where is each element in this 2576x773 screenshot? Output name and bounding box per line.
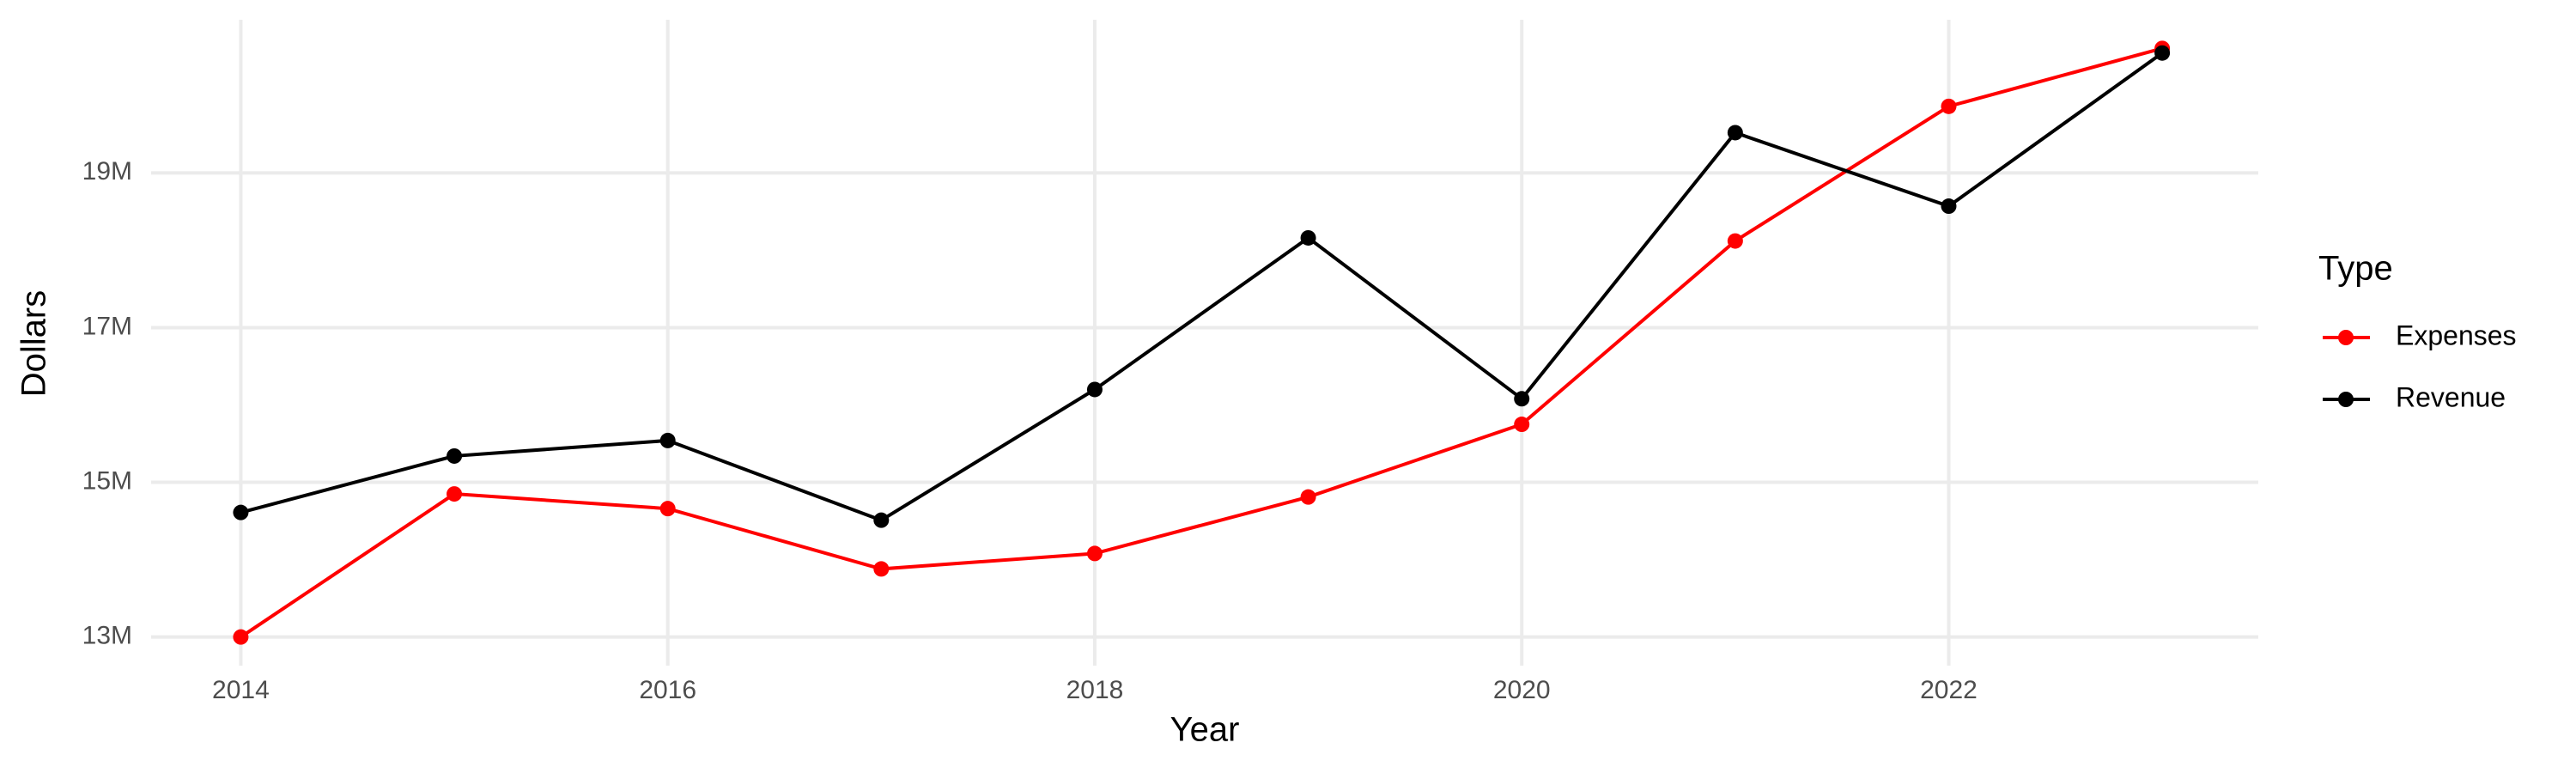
x-tick-label: 2014 [212, 676, 270, 704]
data-point [447, 447, 463, 464]
data-point [233, 504, 249, 520]
x-tick-label: 2016 [639, 676, 696, 704]
data-point [1086, 381, 1103, 398]
data-point [1727, 125, 1743, 141]
data-point [1514, 417, 1530, 433]
series-line [240, 52, 2164, 522]
grid [151, 20, 2258, 666]
legend-marker [2338, 392, 2354, 407]
data-point [2154, 45, 2171, 61]
x-tick-label: 2020 [1493, 676, 1551, 704]
data-point [873, 561, 890, 577]
legend-label: Revenue [2396, 381, 2506, 412]
legend-label: Expenses [2396, 320, 2517, 350]
legend-marker [2338, 330, 2354, 345]
y-tick-label: 13M [82, 622, 132, 650]
y-tick-label: 19M [82, 157, 132, 186]
legend-title: Type [2318, 250, 2393, 288]
data-point [1086, 545, 1103, 562]
data-point [1514, 391, 1530, 407]
data-point [1941, 198, 1957, 215]
x-tick-label: 2022 [1920, 676, 1978, 704]
y-tick-label: 17M [82, 312, 132, 340]
x-axis-title: Year [1170, 711, 1240, 749]
series-line [240, 46, 2163, 639]
y-tick-label: 15M [82, 466, 132, 495]
data-point [659, 432, 676, 448]
data-point [1300, 229, 1316, 246]
data-point [233, 629, 249, 645]
data-point [873, 512, 890, 528]
data-point [447, 486, 463, 502]
data-point [1941, 98, 1957, 114]
data-point [659, 501, 676, 517]
data-point [1727, 233, 1743, 249]
y-axis-title: Dollars [15, 290, 53, 397]
data-point [1300, 489, 1316, 505]
x-tick-label: 2018 [1066, 676, 1124, 704]
